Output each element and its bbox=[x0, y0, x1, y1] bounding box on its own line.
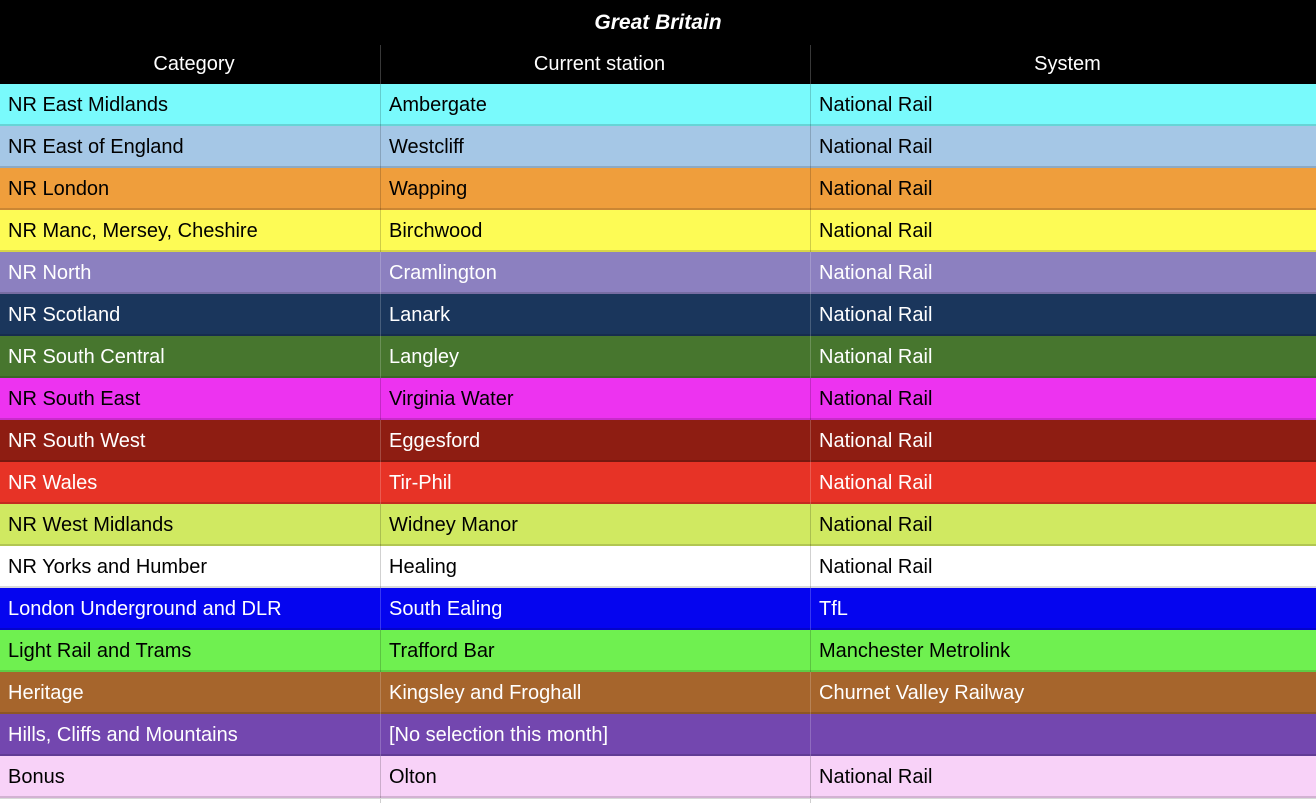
category-cell[interactable]: NR North bbox=[8, 261, 92, 284]
table-header: Category Current station System bbox=[0, 45, 1316, 84]
system-cell[interactable]: National Rail bbox=[810, 126, 1316, 168]
system-cell[interactable]: Manchester Metrolink bbox=[810, 630, 1316, 672]
gridline bbox=[810, 799, 811, 803]
system-cell[interactable]: National Rail bbox=[810, 420, 1316, 462]
table-row: Light Rail and Trams Trafford Bar Manchest… bbox=[0, 630, 1316, 672]
table-row: NR London Wapping National Rail bbox=[0, 168, 1316, 210]
system-cell[interactable]: National Rail bbox=[810, 504, 1316, 546]
system-cell[interactable]: National Rail bbox=[810, 336, 1316, 378]
column-header-current-station: Current station bbox=[380, 45, 810, 84]
table-title-text: Great Britain bbox=[594, 10, 722, 34]
table-row: NR South Central Langley National Rail bbox=[0, 336, 1316, 378]
table-body: NR East Midlands Ambergate National Rail NR… bbox=[0, 84, 1316, 798]
system-cell[interactable]: TfL bbox=[810, 588, 1316, 630]
system-cell[interactable]: National Rail bbox=[810, 210, 1316, 252]
category-cell[interactable]: NR Manc, Mersey, Cheshire bbox=[8, 219, 258, 242]
station-cell[interactable]: Cramlington bbox=[380, 252, 810, 294]
station-cell[interactable]: Healing bbox=[380, 546, 810, 588]
category-cell[interactable]: Light Rail and Trams bbox=[8, 639, 192, 662]
table-row: NR Scotland Lanark National Rail bbox=[0, 294, 1316, 336]
category-cell[interactable]: NR East Midlands bbox=[8, 93, 169, 116]
category-cell[interactable]: Bonus bbox=[8, 765, 65, 788]
station-cell[interactable]: Langley bbox=[380, 336, 810, 378]
station-cell[interactable]: Ambergate bbox=[380, 84, 810, 126]
station-cell[interactable]: Lanark bbox=[380, 294, 810, 336]
category-cell[interactable]: London Underground and DLR bbox=[8, 597, 282, 620]
table-row: NR East Midlands Ambergate National Rail bbox=[0, 84, 1316, 126]
system-cell[interactable]: National Rail bbox=[810, 84, 1316, 126]
category-cell[interactable]: NR Wales bbox=[8, 471, 98, 494]
category-cell[interactable]: NR West Midlands bbox=[8, 513, 174, 536]
system-cell[interactable]: National Rail bbox=[810, 546, 1316, 588]
category-cell[interactable]: NR London bbox=[8, 177, 110, 200]
system-cell[interactable]: National Rail bbox=[810, 294, 1316, 336]
table-title: Great Britain bbox=[0, 0, 1316, 45]
category-cell[interactable]: NR Yorks and Humber bbox=[8, 555, 207, 578]
category-cell[interactable]: NR South Central bbox=[8, 345, 165, 368]
table-row: NR Manc, Mersey, Cheshire Birchwood Nation… bbox=[0, 210, 1316, 252]
station-cell[interactable]: [No selection this month] bbox=[380, 714, 810, 756]
station-cell[interactable]: South Ealing bbox=[380, 588, 810, 630]
category-cell[interactable]: Hills, Cliffs and Mountains bbox=[8, 723, 238, 746]
station-cell[interactable]: Birchwood bbox=[380, 210, 810, 252]
column-header-category: Category bbox=[153, 53, 235, 75]
table-row: NR Wales Tir-Phil National Rail bbox=[0, 462, 1316, 504]
station-cell[interactable]: Eggesford bbox=[380, 420, 810, 462]
system-cell[interactable]: Churnet Valley Railway bbox=[810, 672, 1316, 714]
system-cell[interactable]: National Rail bbox=[810, 168, 1316, 210]
station-cell[interactable]: Kingsley and Froghall bbox=[380, 672, 810, 714]
table-row: NR West Midlands Widney Manor National Rai… bbox=[0, 504, 1316, 546]
category-cell[interactable]: Heritage bbox=[8, 681, 84, 704]
station-cell[interactable]: Olton bbox=[380, 756, 810, 798]
column-header-system: System bbox=[810, 45, 1316, 84]
table-row: London Underground and DLR South Ealing Tf… bbox=[0, 588, 1316, 630]
table-row: NR Yorks and Humber Healing National Rail bbox=[0, 546, 1316, 588]
system-cell[interactable]: National Rail bbox=[810, 252, 1316, 294]
category-cell[interactable]: NR East of England bbox=[8, 135, 184, 158]
table-row: NR North Cramlington National Rail bbox=[0, 252, 1316, 294]
gridline bbox=[380, 799, 381, 803]
table-row: Bonus Olton National Rail bbox=[0, 756, 1316, 798]
system-cell[interactable]: National Rail bbox=[810, 756, 1316, 798]
table-row: NR South East Virginia Water National Rail bbox=[0, 378, 1316, 420]
station-cell[interactable]: Tir-Phil bbox=[380, 462, 810, 504]
system-cell[interactable] bbox=[810, 714, 1316, 756]
table-row: NR East of England Westcliff National Rail bbox=[0, 126, 1316, 168]
station-cell[interactable]: Wapping bbox=[380, 168, 810, 210]
category-cell[interactable]: NR Scotland bbox=[8, 303, 121, 326]
system-cell[interactable]: National Rail bbox=[810, 378, 1316, 420]
system-cell[interactable]: National Rail bbox=[810, 462, 1316, 504]
station-cell[interactable]: Trafford Bar bbox=[380, 630, 810, 672]
table-row: Hills, Cliffs and Mountains [No selection… bbox=[0, 714, 1316, 756]
table-row: NR South West Eggesford National Rail bbox=[0, 420, 1316, 462]
category-cell[interactable]: NR South East bbox=[8, 387, 141, 410]
next-row-sliver bbox=[0, 798, 1316, 803]
station-cell[interactable]: Westcliff bbox=[380, 126, 810, 168]
category-cell[interactable]: NR South West bbox=[8, 429, 146, 452]
station-cell[interactable]: Virginia Water bbox=[380, 378, 810, 420]
station-cell[interactable]: Widney Manor bbox=[380, 504, 810, 546]
table-row: Heritage Kingsley and Froghall Churnet Val… bbox=[0, 672, 1316, 714]
